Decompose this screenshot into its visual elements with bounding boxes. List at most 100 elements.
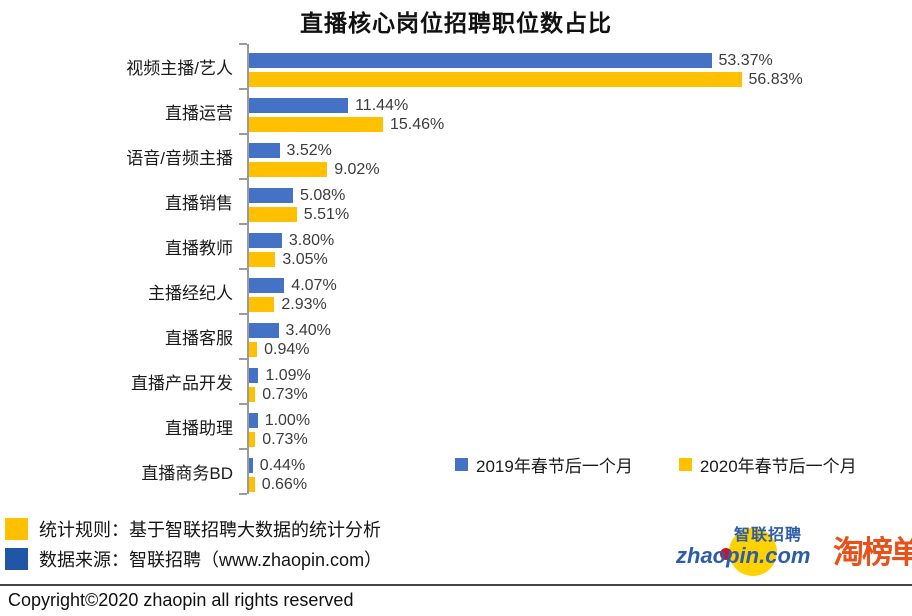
value-label-2019: 3.80% [288,231,335,249]
axis-tick [239,313,247,315]
legend-label: 2020年春节后一个月 [699,457,857,476]
bar-2019 [249,368,259,383]
bar-group: 53.37% 56.83% [247,44,912,89]
chart-row: 主播经纪人 4.07% 2.93% [0,268,912,314]
axis-tick [239,403,247,405]
chart-row: 直播商务BD 0.44% 0.66% [0,448,912,494]
bar-group: 0.44% 0.66% [247,449,912,494]
chart-row: 直播运营 11.44% 15.46% [0,88,912,134]
yellow-swatch-icon [5,518,28,540]
legend-swatch-icon [455,458,468,471]
value-label-2019: 4.07% [291,276,337,294]
value-label-2020: 0.73% [262,385,308,403]
category-label: 直播商务BD [141,464,233,483]
category-label: 语音/音频主播 [126,149,233,168]
footnote-data-source: 数据来源：智联招聘（www.zhaopin.com） [5,546,382,572]
bar-2020 [249,117,383,132]
bar-2020 [249,72,742,87]
bar-line-2019: 3.40% [249,321,912,339]
value-label-2020: 56.83% [748,70,803,88]
bar-line-2020: 2.93% [249,295,912,313]
bar-2019 [249,233,282,248]
chart-row: 直播助理 1.00% 0.73% [0,403,912,449]
zhaopin-logo-cn-text: 智联招聘 [734,527,803,544]
footnote-text: 统计规则：基于智联招聘大数据的统计分析 [39,520,381,540]
bar-group: 3.80% 3.05% [247,224,912,269]
value-label-2019: 11.44% [355,96,409,114]
chart-row: 直播产品开发 1.09% 0.73% [0,358,912,404]
legend-item: 2019年春节后一个月 [455,452,633,477]
bar-2020 [249,387,256,402]
bar-line-2019: 3.80% [249,231,912,249]
bar-2019 [249,278,285,293]
category-label: 直播教师 [165,239,233,258]
chart-title: 直播核心岗位招聘职位数占比 [300,10,612,36]
bar-group: 3.40% 0.94% [247,314,912,359]
value-label-2019: 3.52% [286,141,332,159]
bar-2020 [249,297,275,312]
bar-line-2019: 53.37% [249,51,912,69]
category-label: 主播经纪人 [148,284,233,303]
bar-line-2020: 5.51% [249,205,912,223]
value-label-2020: 0.73% [262,430,308,448]
value-label-2020: 15.46% [390,115,445,133]
footnote-text: 数据来源：智联招聘（www.zhaopin.com） [39,550,383,570]
chart-row: 直播教师 3.80% 3.05% [0,223,912,269]
bar-line-2019: 1.00% [249,411,912,429]
category-label: 视频主播/艺人 [126,59,233,78]
bar-line-2020: 56.83% [249,70,912,88]
value-label-2020: 9.02% [334,160,380,178]
axis-tick [239,493,247,495]
axis-tick [239,88,247,90]
bar-2020 [249,162,328,177]
value-label-2020: 0.94% [264,340,310,358]
chart-rows: 视频主播/艺人 53.37% 56.83% 直播运营 11.44% 15.46% [0,43,912,494]
bar-2020 [249,207,297,222]
value-label-2019: 1.00% [264,411,311,429]
bar-line-2020: 3.05% [249,250,912,268]
copyright-text: Copyright©2020 zhaopin all rights reserv… [8,590,354,610]
bar-2019 [249,458,253,473]
bar-chart: 视频主播/艺人 53.37% 56.83% 直播运营 11.44% 15.46% [0,43,912,495]
axis-tick [239,268,247,270]
bar-group: 5.08% 5.51% [247,179,912,224]
value-label-2020: 5.51% [303,205,350,223]
value-label-2020: 3.05% [282,250,328,268]
bar-group: 4.07% 2.93% [247,269,912,314]
footnote-statistics-rule: 统计规则：基于智联招聘大数据的统计分析 [5,516,381,542]
chart-legend: 2019年春节后一个月 2020年春节后一个月 [455,452,857,477]
value-label-2019: 5.08% [300,186,346,204]
axis-tick [239,133,247,135]
bar-line-2019: 11.44% [249,96,912,114]
bar-2020 [249,432,256,447]
category-label: 直播运营 [165,104,233,123]
bar-group: 1.09% 0.73% [247,359,912,404]
value-label-2020: 0.66% [261,475,308,493]
bar-line-2020: 9.02% [249,160,912,178]
bar-2019 [249,413,258,428]
category-label: 直播客服 [165,329,233,348]
bar-group: 3.52% 9.02% [247,134,912,179]
legend-swatch-icon [678,458,692,471]
bar-line-2019: 1.09% [249,367,912,383]
bar-2020 [249,477,255,492]
category-label: 直播产品开发 [131,374,233,393]
bar-2019 [249,188,293,203]
axis-tick [239,178,247,180]
axis-tick [239,358,247,360]
chart-row: 直播销售 5.08% 5.51% [0,178,912,224]
axis-tick [239,223,247,225]
bar-2019 [249,53,712,68]
value-label-2019: 53.37% [718,51,773,69]
bar-2019 [249,98,349,113]
value-label-2020: 2.93% [281,295,327,313]
zhaopin-logo: 智联招聘 zhaopin.com [676,520,826,582]
chart-row: 语音/音频主播 3.52% 9.02% [0,133,912,179]
value-label-2019: 3.40% [285,321,331,339]
bar-2020 [249,342,258,357]
bar-line-2020: 0.94% [249,340,912,358]
bar-line-2020: 0.73% [249,430,912,448]
bar-2020 [249,252,276,267]
bar-line-2019: 3.52% [249,141,912,159]
